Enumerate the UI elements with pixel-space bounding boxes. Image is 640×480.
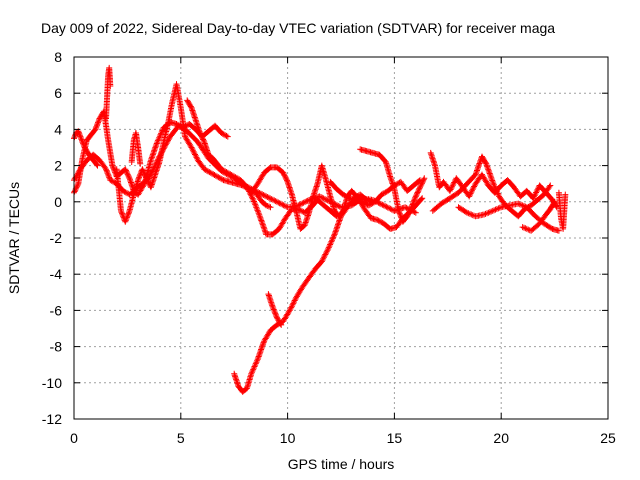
y-tick-label: -2 <box>50 230 63 246</box>
series-spike-2 <box>128 130 144 167</box>
series-markers <box>231 191 376 395</box>
series-arc-l <box>455 200 562 234</box>
y-axis-label: SDTVAR / TECUs <box>6 182 22 294</box>
series-spike-1 <box>103 64 114 122</box>
series-markers <box>327 177 423 209</box>
y-tick-label: 2 <box>54 158 62 174</box>
series-markers <box>265 291 285 328</box>
series-spike-3 <box>265 291 285 328</box>
series-markers <box>555 189 569 232</box>
y-tick-labels: -12 -10 -8 -6 -4 -2 0 2 4 6 8 <box>42 49 62 427</box>
y-tick-label: -4 <box>50 266 63 282</box>
x-tick-label: 20 <box>493 430 509 446</box>
series-markers <box>184 97 340 238</box>
y-tick-label: -8 <box>50 339 63 355</box>
series-arc-g <box>327 177 423 209</box>
y-tick-label: 0 <box>54 194 62 210</box>
series-markers <box>113 81 274 225</box>
grid <box>74 57 608 419</box>
series-arc-i <box>231 191 376 395</box>
series-arc-f <box>248 162 426 232</box>
data-series <box>71 64 569 395</box>
series-arc-e <box>184 97 340 238</box>
x-tick-label: 10 <box>280 430 296 446</box>
axis-ticks <box>73 56 609 420</box>
y-tick-label: 6 <box>54 85 62 101</box>
chart-title: Day 009 of 2022, Sidereal Day-to-day VTE… <box>41 20 555 36</box>
series-arc-n <box>555 189 569 232</box>
x-tick-label: 5 <box>177 430 185 446</box>
series-markers <box>455 200 562 234</box>
series-markers <box>519 198 558 234</box>
x-tick-labels: 0 5 10 15 20 25 <box>70 430 616 446</box>
series-markers <box>103 64 114 122</box>
y-tick-label: 8 <box>54 49 62 65</box>
y-tick-label: -6 <box>50 302 63 318</box>
series-markers <box>357 146 428 225</box>
y-tick-label: 4 <box>54 121 62 137</box>
series-arc-m <box>519 198 558 234</box>
x-axis-label: GPS time / hours <box>288 456 395 472</box>
x-tick-label: 25 <box>600 430 616 446</box>
x-tick-label: 15 <box>387 430 403 446</box>
y-tick-label: -10 <box>42 375 62 391</box>
series-arc-d <box>113 81 274 225</box>
series-arc-h <box>357 146 428 225</box>
series-markers <box>128 130 144 167</box>
y-tick-label: -12 <box>42 411 62 427</box>
x-tick-label: 0 <box>70 430 78 446</box>
series-markers <box>248 162 426 232</box>
